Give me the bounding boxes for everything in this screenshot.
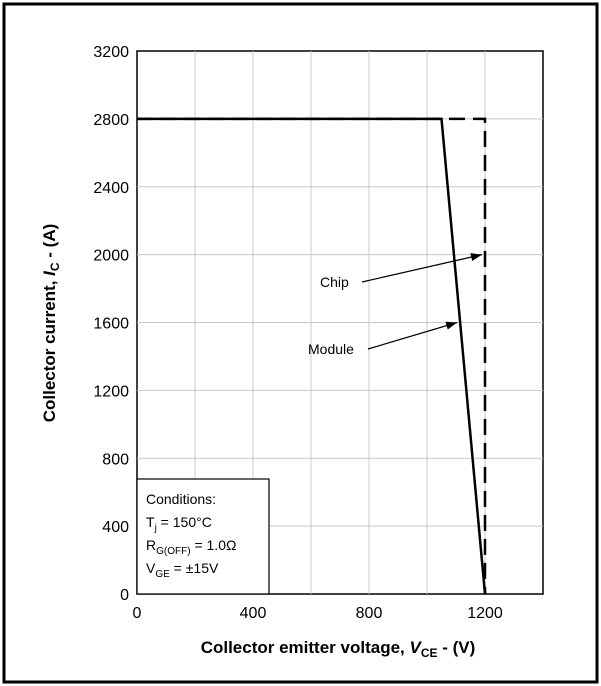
chip-arrow-head [470,253,482,261]
y-tick-label-1200: 1200 [93,383,129,400]
y-axis-title: Collector current, IC - (A) [40,224,62,423]
annotation-chip-arrow [361,253,483,283]
annotation-chip-label: Chip [320,274,349,290]
y-tick-label-2400: 2400 [93,180,129,197]
y-axis-tick-labels: 0 400 800 1200 1600 2000 2400 2800 3200 [93,44,129,604]
y-tick-label-3200: 3200 [93,44,129,61]
x-tick-label-800: 800 [356,605,383,622]
conditions-line-tj: Tj = 150°C [146,514,212,534]
y-tick-label-0: 0 [120,587,129,604]
module-arrow-shaft [367,321,458,350]
x-axis-tick-labels: 0 400 800 1200 [133,605,503,622]
series-layer [137,117,487,595]
x-tick-label-0: 0 [133,605,142,622]
annotation-module-arrow [367,321,458,350]
conditions-line-rgoff: RG(OFF) = 1.0Ω [146,537,236,557]
module-arrow-head [445,321,458,330]
x-tick-label-400: 400 [240,605,267,622]
x-axis-title: Collector emitter voltage, VCE - (V) [201,638,476,660]
y-tick-label-2800: 2800 [93,112,129,129]
series-line-chip [137,117,487,594]
chip-arrow-shaft [361,254,483,283]
conditions-line-vge: VGE = ±15V [146,560,219,580]
annotation-module-label: Module [308,341,354,357]
x-tick-label-1200: 1200 [467,605,503,622]
conditions-box: Conditions: Tj = 150°C RG(OFF) = 1.0Ω VG… [136,478,270,595]
y-tick-label-1600: 1600 [93,316,129,333]
y-tick-label-400: 400 [102,519,129,536]
y-tick-label-2000: 2000 [93,248,129,265]
y-tick-label-800: 800 [102,451,129,468]
conditions-heading: Conditions: [146,491,216,507]
